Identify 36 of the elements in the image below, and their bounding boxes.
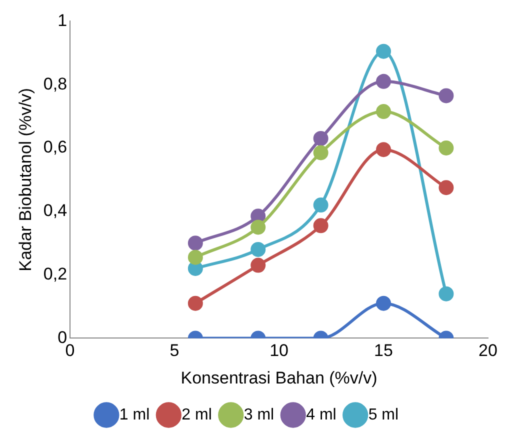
legend-label: 3 ml (244, 406, 274, 424)
y-tick-label: 0,8 (43, 74, 68, 94)
legend-label: 4 ml (306, 406, 336, 424)
point (438, 286, 454, 302)
y-tick-label: 0 (58, 328, 68, 347)
point (250, 220, 266, 235)
point (188, 236, 203, 251)
x-tick-label: 15 (374, 341, 393, 360)
legend-label: 5 ml (368, 406, 399, 424)
point (376, 104, 392, 120)
x-tick-label: 5 (170, 341, 180, 360)
point (250, 258, 266, 273)
point (188, 250, 203, 265)
point (376, 74, 392, 89)
y-tick-label: 0,2 (43, 264, 68, 284)
point (313, 218, 328, 234)
point (376, 44, 392, 59)
y-tick-label: 1 (58, 10, 68, 30)
point (438, 88, 454, 104)
legend-label: 2 ml (182, 406, 212, 424)
point (376, 142, 392, 158)
legend-label: 1 ml (119, 406, 150, 424)
point (313, 198, 328, 213)
point (250, 242, 266, 257)
point (438, 180, 454, 196)
point (376, 296, 392, 311)
y-axis-title: Kadar Biobutanol (%v/v) (16, 88, 35, 272)
point (313, 145, 328, 160)
point (188, 296, 203, 311)
x-tick-label: 10 (270, 341, 288, 360)
y-tick-label: 0,4 (43, 201, 68, 220)
y-tick-label: 0,6 (43, 138, 68, 157)
x-tick-label: 20 (478, 341, 498, 360)
x-axis-title: Konsentrasi Bahan (%v/v) (180, 368, 378, 388)
point (438, 140, 454, 156)
point (313, 130, 328, 146)
